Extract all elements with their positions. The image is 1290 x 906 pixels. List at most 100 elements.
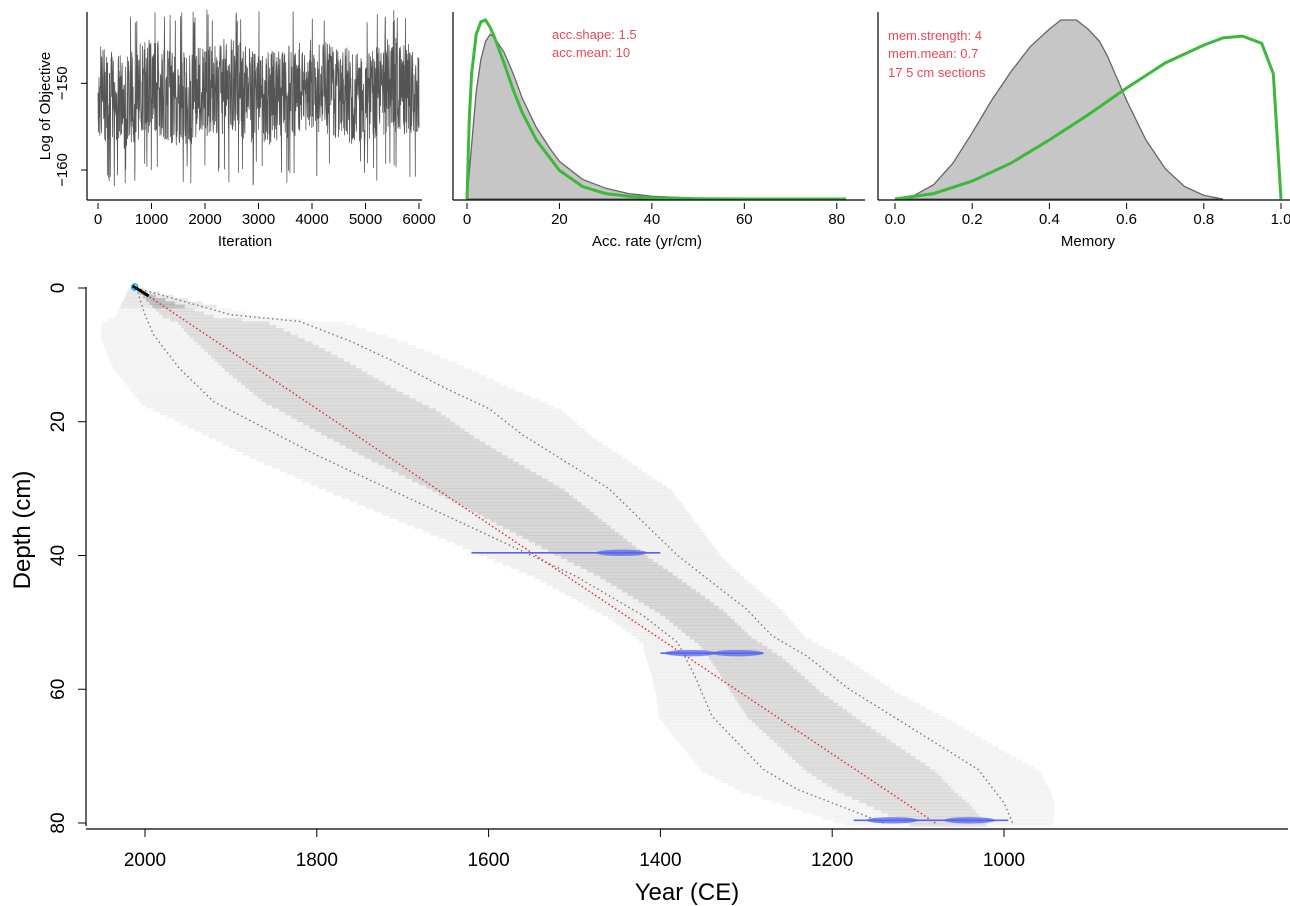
cloud-outer-slice — [657, 709, 933, 713]
cloud-outer-slice — [101, 338, 398, 342]
cloud-inner-slice — [146, 298, 166, 302]
cloud-outer-slice — [373, 508, 687, 513]
cloud-inner-slice — [159, 311, 205, 315]
cloud-inner-slice — [831, 786, 952, 790]
cloud-inner-slice — [265, 401, 423, 406]
cloud-inner-slice — [587, 568, 668, 573]
cloud-inner-slice — [567, 558, 654, 563]
cloud-inner-slice — [649, 605, 719, 610]
cloud-outer-slice — [160, 411, 566, 416]
cloud-outer-slice — [822, 816, 1054, 820]
cloud-inner-slice — [371, 458, 514, 463]
cloud-inner-slice — [535, 542, 632, 546]
cloud-outer-slice — [115, 314, 261, 319]
cloud-outer-slice — [235, 448, 613, 453]
cloud-outer-slice — [653, 679, 880, 683]
cloud-inner-slice — [769, 736, 886, 740]
cloud-inner-slice — [743, 709, 848, 713]
cloud-outer-slice — [655, 689, 895, 693]
cloud-inner-slice — [632, 595, 706, 600]
cloud-outer-slice — [812, 813, 1054, 817]
cloud-outer-slice — [666, 726, 964, 730]
date-probability-peak — [664, 649, 717, 657]
trace-y-ticks: −150 −160 — [54, 66, 87, 187]
cloud-outer-slice — [249, 455, 623, 459]
cloud-inner-slice — [741, 706, 843, 710]
cloud-inner-slice — [711, 659, 786, 663]
cloud-inner-slice — [724, 679, 809, 683]
cloud-outer-slice — [771, 799, 1054, 804]
cloud-inner-slice — [149, 301, 176, 305]
cloud-outer-slice — [222, 441, 603, 446]
cloud-inner-slice — [837, 789, 955, 794]
cloud-outer-slice — [714, 776, 1044, 780]
age-depth-x-tick-label: 2000 — [124, 850, 166, 871]
cloud-inner-slice — [762, 729, 876, 733]
cloud-inner-slice — [197, 341, 313, 346]
cloud-inner-slice — [888, 813, 979, 817]
cloud-outer-slice — [570, 595, 768, 600]
cloud-inner-slice — [811, 772, 939, 777]
cloud-inner-slice — [708, 655, 782, 660]
cloud-inner-slice — [844, 792, 959, 797]
cloud-inner-slice — [580, 565, 663, 570]
trace-x-tick-label: 2000 — [188, 211, 221, 228]
cloud-inner-slice — [611, 582, 687, 586]
mem-sections-annotation: 17 5 cm sections — [888, 65, 986, 80]
cloud-inner-slice — [425, 485, 560, 489]
cloud-outer-slice — [462, 545, 715, 550]
acc-rate-x-tick-label: 60 — [736, 211, 753, 228]
cloud-inner-slice — [183, 328, 284, 332]
cloud-outer-slice — [802, 809, 1055, 814]
memory-x-tick-label: 1.0 — [1271, 211, 1290, 228]
trace-x-tick-label: 1000 — [135, 211, 168, 228]
cloud-inner-slice — [773, 739, 891, 743]
cloud-outer-slice — [612, 619, 792, 623]
cloud-outer-slice — [654, 685, 890, 690]
cloud-outer-slice — [130, 388, 516, 392]
cloud-inner-slice — [730, 689, 820, 693]
cloud-inner-slice — [186, 331, 291, 336]
cloud-inner-slice — [780, 746, 901, 750]
acc-rate-x-label: Acc. rate (yr/cm) — [592, 233, 702, 250]
cloud-outer-slice — [414, 525, 700, 529]
memory-panel: 0.0 0.2 0.4 0.6 0.8 1.0 Memory mem.strength: … — [877, 12, 1290, 250]
cloud-inner-slice — [826, 782, 949, 787]
age-depth-marks — [130, 283, 1014, 824]
cloud-outer-slice — [658, 716, 946, 720]
age-depth-y-ticks: 0 20 40 60 80 — [48, 283, 86, 834]
acc-rate-x-ticks: 0 20 40 60 80 — [463, 203, 845, 228]
cloud-inner-slice — [736, 699, 834, 703]
cloud-inner-slice — [327, 435, 474, 439]
cloud-inner-slice — [241, 381, 385, 386]
cloud-inner-slice — [806, 769, 936, 774]
cloud-outer-slice — [102, 341, 408, 346]
trace-x-tick-label: 0 — [94, 211, 102, 228]
cloud-outer-slice — [658, 712, 940, 717]
iteration-trace-panel: 0 1000 2000 3000 4000 5000 6000 −150 −160 Itera… — [37, 9, 436, 250]
cloud-outer-slice — [122, 378, 494, 382]
cloud-inner-slice — [204, 348, 326, 352]
cloud-outer-slice — [552, 585, 756, 590]
cloud-outer-slice — [153, 408, 563, 412]
cloud-outer-slice — [685, 749, 1005, 753]
cloud-outer-slice — [122, 301, 203, 305]
cloud-outer-slice — [446, 538, 710, 543]
cloud-outer-slice — [540, 578, 748, 583]
cloud-outer-slice — [325, 488, 672, 493]
cloud-inner-slice — [701, 645, 768, 650]
cloud-inner-slice — [777, 742, 896, 747]
cloud-inner-slice — [496, 522, 607, 526]
cloud-outer-slice — [125, 294, 174, 299]
memory-x-tick-label: 0.2 — [962, 211, 983, 228]
age-depth-y-label: Depth (cm) — [9, 471, 36, 590]
cloud-inner-slice — [673, 622, 738, 626]
cloud-inner-slice — [445, 495, 574, 499]
acc-mean-annotation: acc.mean: 10 — [552, 45, 630, 60]
cloud-outer-slice — [215, 438, 598, 443]
cloud-inner-slice — [405, 475, 542, 479]
cloud-inner-slice — [547, 548, 640, 553]
cloud-outer-slice — [487, 555, 722, 560]
cloud-inner-slice — [720, 672, 801, 677]
